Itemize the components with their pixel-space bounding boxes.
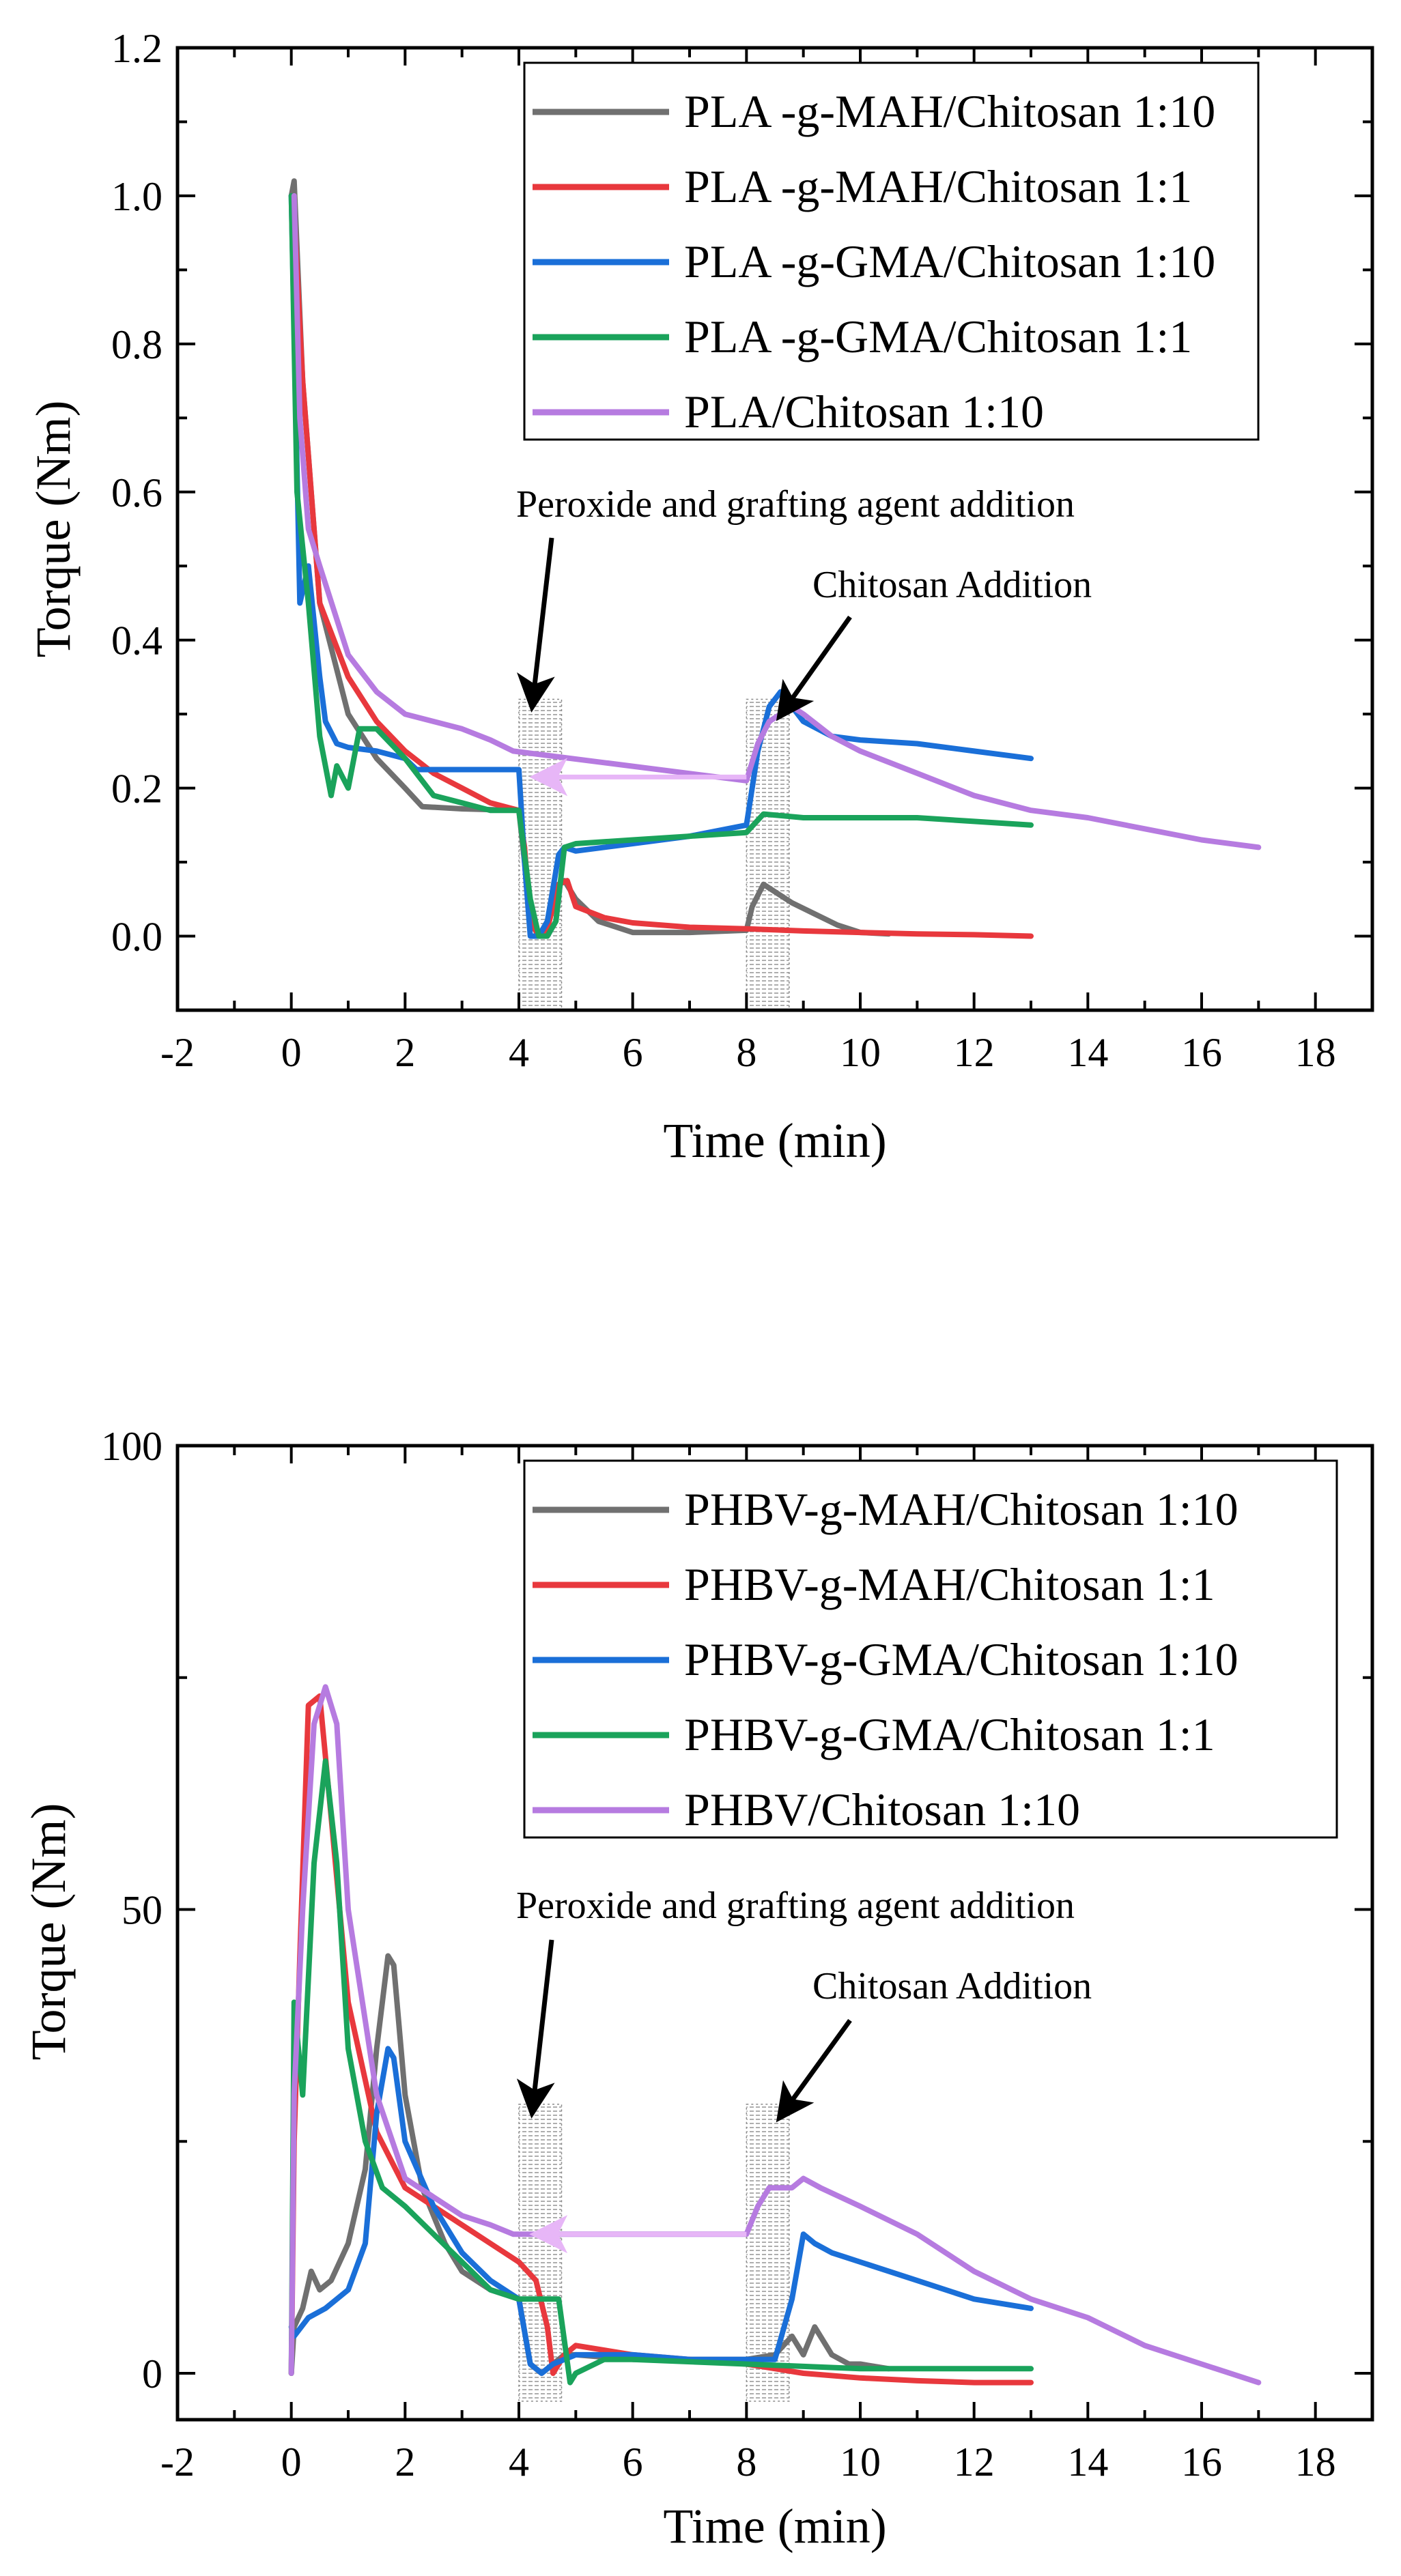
series-line-5 xyxy=(288,1684,1262,2386)
x-tick-label: 8 xyxy=(736,1030,756,1075)
series-line-3 xyxy=(288,2046,1034,2376)
series-lines xyxy=(288,178,1262,939)
y-tick-label: 0 xyxy=(142,2351,162,2396)
y-tick-label: 0.8 xyxy=(111,322,162,367)
legend-box xyxy=(523,1459,1338,1839)
y-tick-label: 0.4 xyxy=(111,618,162,663)
chart-2: -2 0 2 4 6 8 10 12 14 16 18 0 50 100 Time (min) Torque … xyxy=(21,1424,1374,2553)
x-tick-label: 18 xyxy=(1295,2439,1336,2485)
chart-1: -2 0 2 4 6 8 10 12 14 16 18 0.0 0.2 0.4 0.6 0.8 1.0 1.2 Ti… xyxy=(26,26,1374,1168)
annotation-peroxide: Peroxide and grafting agent addition xyxy=(516,1885,1075,1927)
legend-entry: PHBV/Chitosan 1:10 xyxy=(684,1784,1080,1835)
x-axis: -2 0 2 4 6 8 10 12 14 16 18 xyxy=(160,48,1374,1075)
y-tick-label: 0.0 xyxy=(111,915,162,960)
annotation-arrow-peroxide xyxy=(516,1939,555,2119)
x-tick-label: 2 xyxy=(395,2439,415,2485)
x-tick-label: -2 xyxy=(160,2439,195,2485)
y-tick-label: 1.0 xyxy=(111,174,162,219)
y-tick-label: 1.2 xyxy=(111,26,162,71)
x-tick-label: 8 xyxy=(736,2439,756,2485)
x-tick-label: 2 xyxy=(395,1030,415,1075)
y-tick-label: 100 xyxy=(101,1424,162,1469)
annotation-arrow-chitosan xyxy=(776,2018,852,2123)
x-tick-label: 16 xyxy=(1181,2439,1222,2485)
annotations: Peroxide and grafting agent addition Chit… xyxy=(516,1885,1092,2123)
annotation-arrow-peroxide xyxy=(517,537,555,713)
legend-box xyxy=(523,61,1260,441)
x-tick-label: 16 xyxy=(1181,1030,1222,1075)
legend-entry: PLA -g-GMA/Chitosan 1:1 xyxy=(684,311,1192,362)
legend-entry: PLA -g-MAH/Chitosan 1:1 xyxy=(684,160,1192,212)
series-line-4 xyxy=(288,1758,1034,2386)
series-line-5 xyxy=(291,192,1262,850)
x-axis-label: Time (min) xyxy=(663,2499,886,2553)
x-tick-label: 12 xyxy=(954,1030,995,1075)
y-axis: 0 50 100 xyxy=(101,1424,1372,2396)
y-tick-label: 0.2 xyxy=(111,767,162,812)
legend-entry: PLA -g-MAH/Chitosan 1:10 xyxy=(684,85,1215,137)
x-tick-label: 18 xyxy=(1295,1030,1336,1075)
x-axis: -2 0 2 4 6 8 10 12 14 16 18 xyxy=(160,1446,1374,2485)
y-axis: 0.0 0.2 0.4 0.6 0.8 1.0 1.2 xyxy=(111,26,1372,960)
x-tick-label: 4 xyxy=(509,2439,529,2485)
plot-frame xyxy=(175,46,1374,1012)
y-tick-label: 0.6 xyxy=(111,470,162,515)
series-line-4 xyxy=(288,192,1034,939)
annotation-arrow-chitosan xyxy=(776,615,852,721)
x-axis-label: Time (min) xyxy=(663,1113,886,1168)
x-tick-label: 14 xyxy=(1067,2439,1108,2485)
chitosan-addition-band xyxy=(746,2104,790,2402)
y-tick-label: 50 xyxy=(122,1888,162,1933)
x-tick-label: 0 xyxy=(281,2439,302,2485)
annotation-chitosan: Chitosan Addition xyxy=(812,1965,1092,2007)
legend-entry: PHBV-g-GMA/Chitosan 1:10 xyxy=(684,1633,1239,1685)
x-tick-label: 4 xyxy=(509,1030,529,1075)
x-tick-label: 10 xyxy=(840,1030,881,1075)
peroxide-addition-band xyxy=(518,2104,563,2402)
plot-frame xyxy=(175,1444,1374,2422)
chitosan-addition-band xyxy=(746,698,790,1011)
annotations: Peroxide and grafting agent addition Chit… xyxy=(516,483,1092,721)
x-tick-label: 0 xyxy=(281,1030,302,1075)
x-tick-label: 14 xyxy=(1067,1030,1108,1075)
x-tick-label: -2 xyxy=(160,1030,195,1075)
legend-entry: PHBV-g-GMA/Chitosan 1:1 xyxy=(684,1708,1215,1760)
legend-entry: PHBV-g-MAH/Chitosan 1:10 xyxy=(684,1483,1239,1535)
legend-entry: PLA -g-GMA/Chitosan 1:10 xyxy=(684,235,1215,287)
legend: PHBV-g-MAH/Chitosan 1:10 PHBV-g-MAH/Chito… xyxy=(523,1459,1338,1839)
legend-entry: PHBV-g-MAH/Chitosan 1:1 xyxy=(684,1558,1215,1610)
series-line-1 xyxy=(288,1953,892,2376)
legend-entry: PLA/Chitosan 1:10 xyxy=(684,386,1044,438)
legend: PLA -g-MAH/Chitosan 1:10 PLA -g-MAH/Chito… xyxy=(523,61,1260,441)
x-tick-label: 6 xyxy=(623,1030,643,1075)
series-line-2 xyxy=(288,1693,1034,2386)
y-axis-label: Torque (Nm) xyxy=(21,1803,76,2061)
annotation-peroxide: Peroxide and grafting agent addition xyxy=(516,483,1075,526)
x-tick-label: 6 xyxy=(623,2439,643,2485)
x-tick-label: 12 xyxy=(954,2439,995,2485)
y-axis-label: Torque (Nm) xyxy=(26,401,81,658)
series-lines xyxy=(288,1684,1262,2386)
x-tick-label: 10 xyxy=(840,2439,881,2485)
annotation-chitosan: Chitosan Addition xyxy=(812,564,1092,606)
